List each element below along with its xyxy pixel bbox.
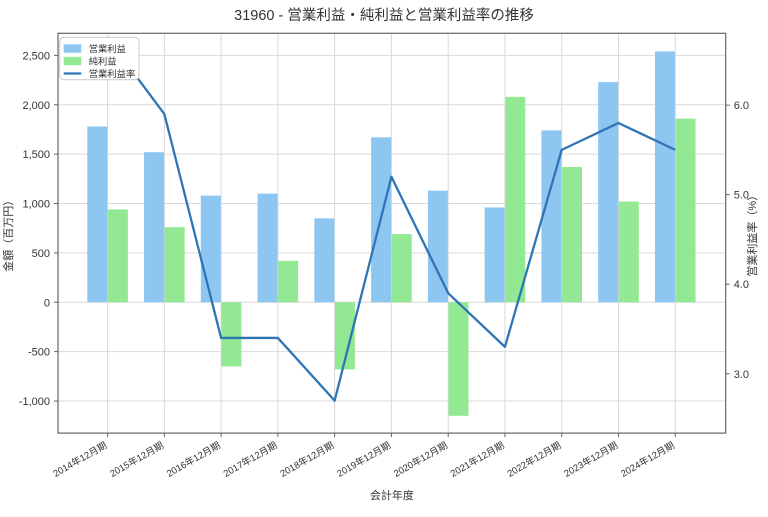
svg-text:500: 500: [32, 248, 50, 260]
svg-text:6.0: 6.0: [734, 100, 749, 112]
svg-text:営業利益率（%）: 営業利益率（%）: [745, 190, 759, 277]
svg-text:会計年度: 会計年度: [370, 488, 414, 502]
svg-text:2,000: 2,000: [22, 100, 50, 112]
svg-text:3.0: 3.0: [734, 369, 749, 381]
svg-text:-500: -500: [28, 347, 50, 359]
svg-text:31960 - 営業利益・純利益と営業利益率の推移: 31960 - 営業利益・純利益と営業利益率の推移: [234, 7, 534, 24]
svg-text:純利益: 純利益: [89, 56, 117, 67]
svg-text:2,500: 2,500: [22, 50, 50, 62]
svg-text:1,000: 1,000: [22, 199, 50, 211]
svg-text:1,500: 1,500: [22, 149, 50, 161]
svg-text:-1,000: -1,000: [19, 396, 50, 408]
svg-text:0: 0: [44, 297, 50, 309]
svg-text:4.0: 4.0: [734, 279, 749, 291]
svg-text:営業利益率: 営業利益率: [89, 68, 136, 79]
svg-text:金額（百万円）: 金額（百万円）: [1, 195, 15, 272]
svg-text:営業利益: 営業利益: [89, 43, 126, 54]
